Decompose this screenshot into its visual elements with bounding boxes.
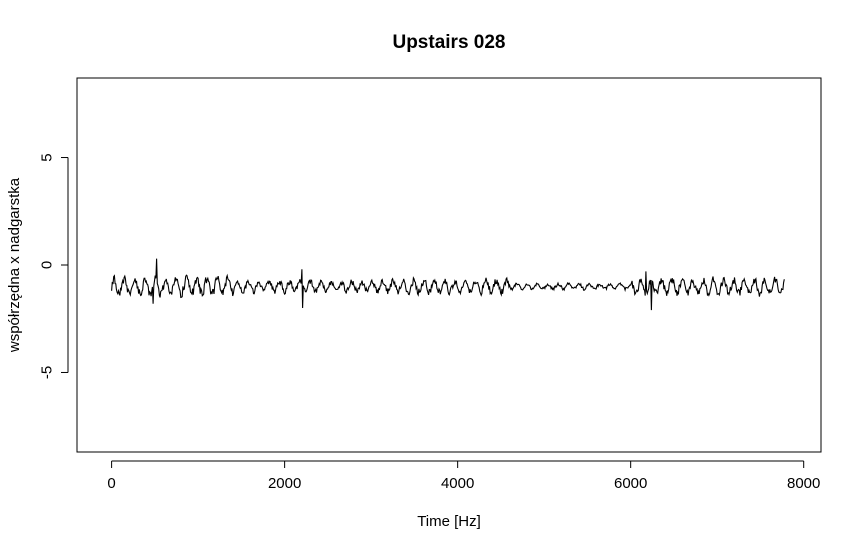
x-tick-label: 0 [107,475,115,492]
y-tick-label: 0 [39,261,56,269]
x-tick-label: 6000 [614,475,647,492]
x-axis-label: Time [Hz] [417,513,481,530]
x-tick-label: 4000 [441,475,474,492]
series-line [111,258,785,311]
y-tick-label: -5 [39,366,56,379]
x-tick-label: 8000 [787,475,820,492]
y-axis: -5 0 5 [39,153,69,379]
plot-frame [76,77,822,453]
x-tick-label: 2000 [268,475,301,492]
x-axis: 0 2000 4000 6000 8000 [107,460,820,492]
y-axis-label: współrzędna x nadgarstka [6,177,23,353]
chart-title: Upstairs 028 [392,32,505,53]
y-tick-label: 5 [39,153,56,161]
